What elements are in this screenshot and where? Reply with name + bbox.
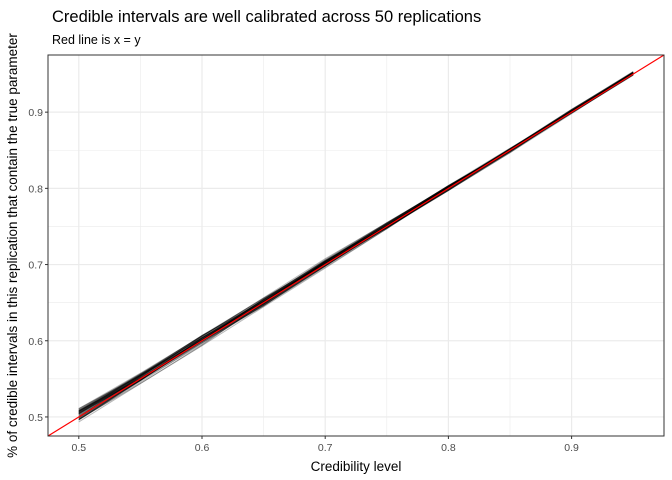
reference-line-layer xyxy=(47,54,665,437)
replication-line xyxy=(78,71,634,412)
replication-line xyxy=(78,72,634,419)
y-tick-label: 0.5 xyxy=(28,412,43,424)
y-tick-label: 0.6 xyxy=(28,336,43,348)
chart-subtitle: Red line is x = y xyxy=(52,33,141,47)
replication-line xyxy=(78,71,634,413)
x-axis-title: Credibility level xyxy=(311,459,402,474)
axis-ticks: 0.5 0.6 0.7 0.8 0.9 0.5 0.6 0.7 0.8 0.9 xyxy=(28,107,579,454)
x-tick-label: 0.8 xyxy=(441,442,456,454)
replication-line xyxy=(78,73,634,410)
replication-line xyxy=(78,73,634,410)
y-tick-label: 0.7 xyxy=(28,260,43,272)
grid xyxy=(48,55,664,436)
x-tick-label: 0.5 xyxy=(71,442,86,454)
replication-line xyxy=(78,70,634,417)
replication-line xyxy=(78,71,634,413)
reference-line-x-equals-y xyxy=(47,54,665,437)
y-tick-label: 0.9 xyxy=(28,107,43,119)
y-tick-label: 0.8 xyxy=(28,183,43,195)
x-tick-label: 0.6 xyxy=(195,442,210,454)
y-axis-title: % of credible intervals in this replicat… xyxy=(5,33,20,458)
panel-border xyxy=(47,54,665,437)
chart-title: Credible intervals are well calibrated a… xyxy=(52,8,481,26)
replication-line xyxy=(78,71,634,421)
replication-line xyxy=(78,73,634,418)
replication-lines xyxy=(78,70,634,423)
replication-line xyxy=(78,71,634,415)
replication-line xyxy=(78,73,634,418)
replication-line xyxy=(78,71,634,411)
x-tick-label: 0.7 xyxy=(318,442,333,454)
x-tick-label: 0.9 xyxy=(564,442,579,454)
replication-line xyxy=(78,74,634,418)
